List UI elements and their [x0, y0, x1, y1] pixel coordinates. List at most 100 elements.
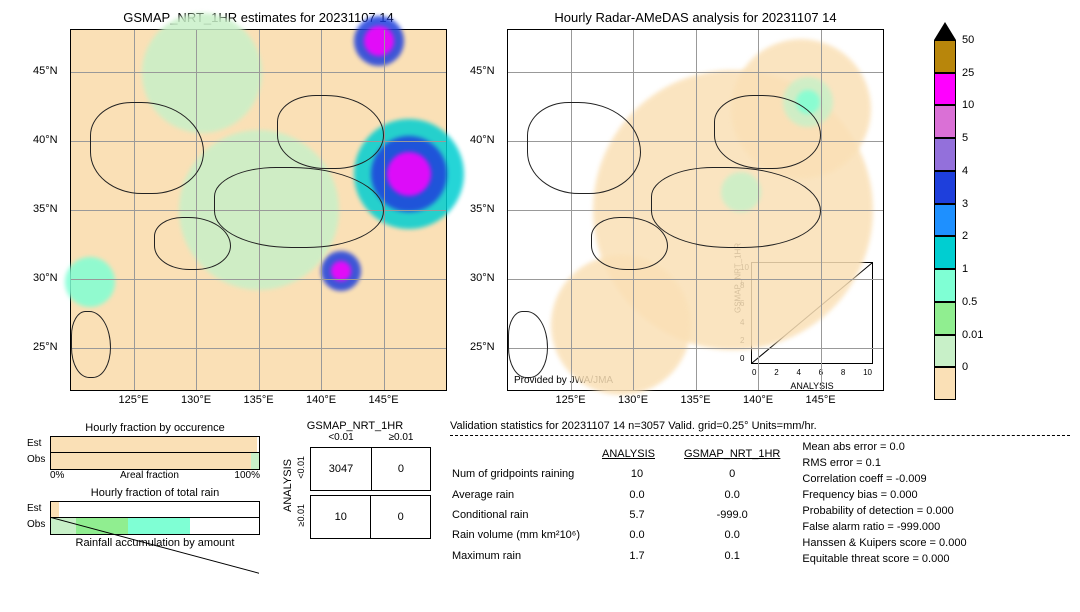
stats-column: Mean abs error = 0.0RMS error = 0.1Corre… — [802, 439, 966, 567]
lat-tick-label: 30°N — [33, 272, 58, 284]
colorbar-label: 0.01 — [962, 329, 983, 341]
validation-row: Rain volume (mm km²10⁶)0.00.0 — [452, 526, 790, 544]
bars-x1: 100% — [234, 470, 260, 481]
map-right-frame: ANALYSISGSMAP_NRT_1HR02468100246810 Prov… — [507, 29, 884, 391]
bar-label-obs: Obs — [27, 454, 45, 465]
gridline-h — [71, 348, 446, 349]
inset-xlabel: ANALYSIS — [752, 381, 872, 391]
stat-line: Correlation coeff = -0.009 — [802, 471, 966, 487]
dashed-divider — [450, 435, 1070, 436]
lon-tick-label: 130°E — [181, 394, 211, 406]
colorbar-segment — [934, 236, 956, 269]
validation-row: Average rain0.00.0 — [452, 486, 790, 504]
stat-line: Hanssen & Kuipers score = 0.000 — [802, 535, 966, 551]
validation-row: Maximum rain1.70.1 — [452, 547, 790, 565]
inset-xticks: 0246810 — [752, 368, 872, 377]
occurrence-bars: Est Obs — [50, 436, 260, 470]
lat-tick-label: 45°N — [470, 65, 495, 77]
colorbar-segment — [934, 302, 956, 335]
validation-table: ANALYSIS GSMAP_NRT_1HR Num of gridpoints… — [450, 443, 792, 567]
ct-cell-11: 0 — [371, 496, 431, 539]
stat-line: Probability of detection = 0.000 — [802, 503, 966, 519]
bar-label-obs2: Obs — [27, 519, 45, 530]
colorbar-label: 25 — [962, 67, 974, 79]
contingency-table: GSMAP_NRT_1HR ANALYSIS <0.01 ≥0.01 <0.01… — [280, 420, 430, 567]
colorbar-label: 0 — [962, 361, 968, 373]
lat-tick-label: 25°N — [33, 341, 58, 353]
ct-row0-label: <0.01 — [296, 456, 310, 479]
occurrence-est-fill — [51, 437, 257, 452]
map-left-frame: 125°E130°E135°E140°E145°E25°N30°N35°N40°… — [70, 29, 447, 391]
coastline — [154, 217, 231, 269]
validation-row: Conditional rain5.7-999.0 — [452, 506, 790, 524]
totalrain-obs-seg3 — [190, 518, 259, 534]
ct-cell-10: 10 — [311, 496, 371, 539]
fraction-bars: Hourly fraction by occurence Est Obs 0% … — [50, 420, 260, 567]
stat-line: Mean abs error = 0.0 — [802, 439, 966, 455]
colorbar-segment — [934, 105, 956, 138]
lat-tick-label: 25°N — [470, 341, 495, 353]
lon-tick-label: 125°E — [119, 394, 149, 406]
colorbar-label: 5 — [962, 132, 968, 144]
gridline-h — [508, 72, 883, 73]
bars-x0: 0% — [50, 470, 64, 481]
ct-row1-label: ≥0.01 — [296, 504, 310, 526]
ct-cell-01: 0 — [371, 448, 430, 491]
colorbar-label: 1 — [962, 263, 968, 275]
lat-tick-label: 40°N — [33, 134, 58, 146]
colorbar-arrow-icon — [934, 22, 956, 40]
ct-row-header: ANALYSIS — [280, 432, 296, 539]
ct-cell-00: 3047 — [311, 448, 372, 491]
gridline-h — [71, 72, 446, 73]
colorbar-segment — [934, 73, 956, 106]
ct-col-header: GSMAP_NRT_1HR — [280, 420, 430, 432]
coastline — [71, 311, 111, 378]
stat-line: Equitable threat score = 0.000 — [802, 551, 966, 567]
totalrain-obs-seg2 — [128, 518, 190, 534]
colorbar-segment — [934, 204, 956, 237]
lon-tick-label: 140°E — [306, 394, 336, 406]
totalrain-title: Hourly fraction of total rain — [50, 487, 260, 499]
validation-section: Validation statistics for 20231107 14 n=… — [450, 420, 1070, 567]
colorbar-segment — [934, 138, 956, 171]
map-left-panel: GSMAP_NRT_1HR estimates for 20231107 14 … — [70, 10, 447, 400]
colorbar-label: 50 — [962, 34, 974, 46]
lon-tick-label: 145°E — [369, 394, 399, 406]
colorbar: 502510543210.50.010 — [934, 40, 956, 400]
coastline — [277, 95, 384, 169]
totalrain-est-fill — [51, 502, 59, 517]
colorbar-segment — [934, 40, 956, 73]
ct-col1: ≥0.01 — [371, 432, 431, 443]
colorbar-label: 3 — [962, 198, 968, 210]
ct-col0: <0.01 — [311, 432, 371, 443]
gridline-h — [71, 279, 446, 280]
totalrain-bars: Est Obs — [50, 501, 260, 535]
coastline — [591, 217, 668, 269]
lon-tick-label: 130°E — [618, 394, 648, 406]
lon-tick-label: 140°E — [743, 394, 773, 406]
map-right-panel: Hourly Radar-AMeDAS analysis for 2023110… — [507, 10, 884, 400]
stat-line: RMS error = 0.1 — [802, 455, 966, 471]
precip-blob — [364, 26, 394, 56]
coastline — [527, 102, 642, 194]
bar-label-est: Est — [27, 438, 41, 449]
colorbar-label: 0.5 — [962, 296, 977, 308]
lat-tick-label: 45°N — [33, 65, 58, 77]
colorbar-label: 2 — [962, 230, 968, 242]
precip-blob — [387, 152, 431, 196]
lon-tick-label: 135°E — [244, 394, 274, 406]
lon-tick-label: 145°E — [806, 394, 836, 406]
occurrence-obs-tail — [251, 453, 259, 469]
colorbar-label: 4 — [962, 165, 968, 177]
top-row: GSMAP_NRT_1HR estimates for 20231107 14 … — [10, 10, 1070, 400]
lon-tick-label: 125°E — [556, 394, 586, 406]
lat-tick-label: 40°N — [470, 134, 495, 146]
stat-line: False alarm ratio = -999.000 — [802, 519, 966, 535]
colorbar-segment — [934, 171, 956, 204]
vt-hb: GSMAP_NRT_1HR — [684, 445, 790, 463]
stat-line: Frequency bias = 0.000 — [802, 487, 966, 503]
occurrence-title: Hourly fraction by occurence — [50, 422, 260, 434]
lat-tick-label: 35°N — [470, 203, 495, 215]
precip-blob — [65, 257, 115, 307]
precip-blob — [551, 255, 691, 395]
